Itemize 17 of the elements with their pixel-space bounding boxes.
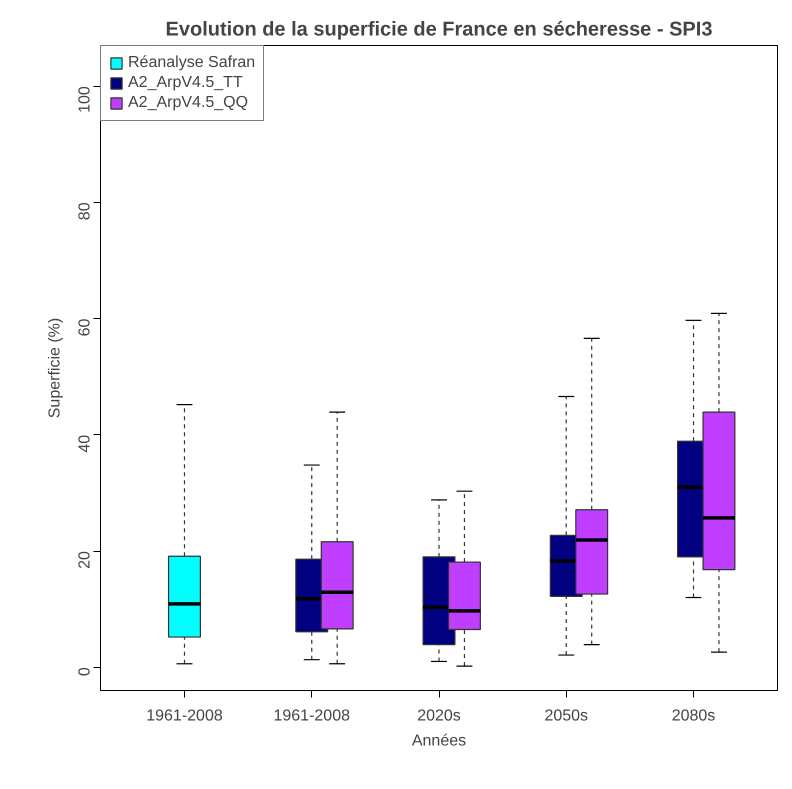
y-tick-label: 40: [76, 434, 94, 453]
legend-label: A2_ArpV4.5_QQ: [128, 94, 248, 112]
chart-title: Evolution de la superficie de France en sécheresse - SPI3: [166, 18, 712, 40]
legend-label: Réanalyse Safran: [128, 54, 256, 72]
y-axis-title: Superficie (%): [46, 318, 64, 418]
y-tick-label: 20: [76, 550, 94, 569]
x-axis-title: Années: [412, 732, 466, 750]
x-tick-label: 2080s: [672, 708, 716, 724]
x-tick-label: 2050s: [544, 708, 588, 724]
x-tick-label: 1961-2008: [146, 708, 223, 724]
y-tick-label: 60: [76, 318, 94, 336]
x-tick-label: 1961-2008: [273, 708, 350, 724]
legend-label: A2_ArpV4.5_TT: [128, 74, 243, 92]
y-tick-label: 80: [76, 202, 94, 220]
y-tick-label: 0: [76, 667, 94, 676]
y-tick-label: 100: [76, 86, 94, 113]
x-tick-label: 2020s: [417, 708, 461, 724]
